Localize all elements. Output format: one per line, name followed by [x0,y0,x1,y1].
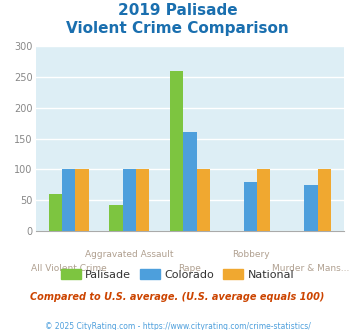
Bar [304,185,318,231]
Text: All Violent Crime: All Violent Crime [31,264,107,273]
Bar [136,169,149,231]
Bar [76,169,89,231]
Bar [123,169,136,231]
Text: Violent Crime Comparison: Violent Crime Comparison [66,21,289,36]
Bar [109,205,123,231]
Text: Rape: Rape [179,264,201,273]
Bar [257,169,271,231]
Bar [62,169,76,231]
Bar [49,194,62,231]
Legend: Palisade, Colorado, National: Palisade, Colorado, National [56,265,299,284]
Text: Robbery: Robbery [232,250,269,259]
Bar [244,182,257,231]
Text: 2019 Palisade: 2019 Palisade [118,3,237,18]
Bar [183,132,197,231]
Text: © 2025 CityRating.com - https://www.cityrating.com/crime-statistics/: © 2025 CityRating.com - https://www.city… [45,322,310,330]
Text: Murder & Mans...: Murder & Mans... [272,264,350,273]
Text: Compared to U.S. average. (U.S. average equals 100): Compared to U.S. average. (U.S. average … [30,292,325,302]
Text: Aggravated Assault: Aggravated Assault [85,250,174,259]
Bar [318,169,331,231]
Bar [197,169,210,231]
Bar [170,71,183,231]
